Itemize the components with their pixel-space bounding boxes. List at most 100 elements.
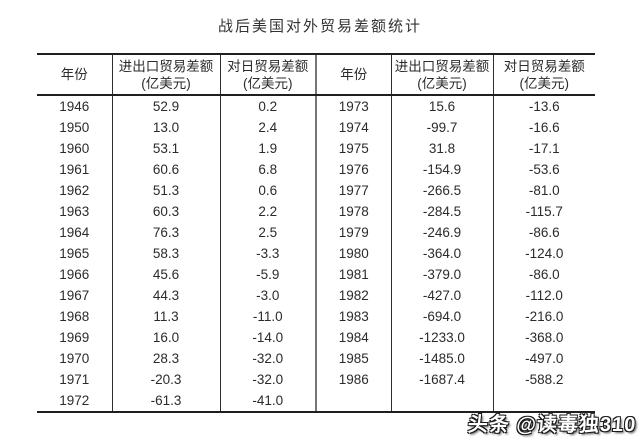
cell-value: -11.0 <box>220 306 317 327</box>
header-unit: (亿美元) <box>141 75 191 91</box>
cell-value: -3.3 <box>220 243 317 264</box>
cell-value: -694.0 <box>391 306 494 327</box>
cell-year: 1980 <box>316 243 392 264</box>
table-row: 1971 -20.3 -32.0 1986 -1687.4 -588.2 <box>37 369 595 390</box>
cell-year: 1969 <box>37 327 113 348</box>
cell-value: -266.5 <box>391 180 494 201</box>
cell-value: 60.6 <box>112 159 221 180</box>
cell-year: 1982 <box>316 285 392 306</box>
cell-value: -112.0 <box>525 288 563 303</box>
cell-year: 1964 <box>37 222 113 243</box>
cell-value: -3.0 <box>220 285 317 306</box>
header-label: 年份 <box>60 67 88 82</box>
cell-value: -32.0 <box>220 369 317 390</box>
header-label: 进出口贸易差额 <box>394 58 490 74</box>
cell-year: 1984 <box>316 327 392 348</box>
cell-value: -14.0 <box>220 327 317 348</box>
cell-value: -81.0 <box>528 183 560 198</box>
header-unit: (亿美元) <box>417 75 467 91</box>
watermark: 头条 @读毒独310 <box>466 414 637 436</box>
cell-year: 1986 <box>316 369 392 390</box>
table-row: 1968 11.3 -11.0 1983 -694.0 -216.0 <box>37 306 595 327</box>
cell-value: 2.2 <box>220 201 317 222</box>
header-japan-balance-right: 对日贸易差额 (亿美元) <box>493 55 595 96</box>
cell-year: 1973 <box>316 95 392 117</box>
cell-value: -427.0 <box>391 285 494 306</box>
cell-year: 1967 <box>37 285 113 306</box>
cell-year: 1979 <box>316 222 392 243</box>
cell-value: -86.0 <box>528 267 560 282</box>
cell-value: 15.6 <box>391 95 494 117</box>
data-table: 年份 进出口贸易差额 (亿美元) 对日贸易差额 (亿美元) 年份 进出口贸易差额… <box>37 55 595 411</box>
cell-year: 1962 <box>37 180 113 201</box>
cell-value: -124.0 <box>525 246 564 261</box>
header-unit: (亿美元) <box>519 75 570 91</box>
cell-year: 1981 <box>316 264 392 285</box>
cell-year: 1976 <box>316 159 392 180</box>
table-row: 1946 52.9 0.2 1973 15.6 -13.6 <box>37 95 595 117</box>
table-row: 1965 58.3 -3.3 1980 -364.0 -124.0 <box>37 243 595 264</box>
table-row: 1961 60.6 6.8 1976 -154.9 -53.6 <box>37 159 595 180</box>
cell-value: 60.3 <box>112 201 221 222</box>
header-label: 对日贸易差额 <box>503 58 585 74</box>
cell-value: -364.0 <box>391 243 494 264</box>
table-row: 1964 76.3 2.5 1979 -246.9 -86.6 <box>37 222 595 243</box>
cell-value: 16.0 <box>112 327 221 348</box>
cell-value: 52.9 <box>112 95 221 117</box>
cell-value: 13.0 <box>112 117 221 138</box>
table-row: 1966 45.6 -5.9 1981 -379.0 -86.0 <box>37 264 595 285</box>
header-row: 年份 进出口贸易差额 (亿美元) 对日贸易差额 (亿美元) 年份 进出口贸易差额… <box>37 55 595 96</box>
cell-value: -154.9 <box>391 159 494 180</box>
cell-value: -86.6 <box>528 225 560 240</box>
cell-value: -379.0 <box>391 264 494 285</box>
cell-year: 1985 <box>316 348 392 369</box>
header-total-balance-right: 进出口贸易差额 (亿美元) <box>391 55 494 96</box>
cell-value: 53.1 <box>112 138 221 159</box>
header-japan-balance-left: 对日贸易差额 (亿美元) <box>220 55 317 96</box>
cell-value: 0.2 <box>220 95 317 117</box>
cell-value: -368.0 <box>525 330 564 345</box>
cell-year: 1961 <box>37 159 113 180</box>
cell-value: 76.3 <box>112 222 221 243</box>
cell-year: 1968 <box>37 306 113 327</box>
table-row: 1963 60.3 2.2 1978 -284.5 -115.7 <box>37 201 595 222</box>
cell-year: 1975 <box>316 138 392 159</box>
cell-value: -246.9 <box>391 222 494 243</box>
cell-year: 1983 <box>316 306 392 327</box>
cell-year: 1974 <box>316 117 392 138</box>
cell-value: 11.3 <box>112 306 221 327</box>
cell-value: 2.4 <box>220 117 317 138</box>
cell-year: 1950 <box>37 117 113 138</box>
cell-value: 45.6 <box>112 264 221 285</box>
cell-value: 2.5 <box>220 222 317 243</box>
cell-year: 1966 <box>37 264 113 285</box>
table-row: 1972 -61.3 -41.0 <box>37 390 595 411</box>
cell-year: 1978 <box>316 201 392 222</box>
cell-value: -284.5 <box>391 201 494 222</box>
cell-year: 1971 <box>37 369 113 390</box>
header-total-balance-left: 进出口贸易差额 (亿美元) <box>112 55 221 96</box>
header-unit: (亿美元) <box>243 75 293 91</box>
cell-value: 51.3 <box>112 180 221 201</box>
cell-year: 1960 <box>37 138 113 159</box>
table-body: 1946 52.9 0.2 1973 15.6 -13.6 1950 13.0 2.4 1974-… <box>37 95 595 411</box>
page-title: 战后美国对外贸易差额统计 <box>217 18 422 35</box>
cell-value: -588.2 <box>525 372 564 387</box>
header-label: 对日贸易差额 <box>227 58 309 74</box>
cell-year: 1946 <box>37 95 113 117</box>
table-row: 1969 16.0 -14.0 1984 -1233.0 -368.0 <box>37 327 595 348</box>
table-row: 1962 51.3 0.6 1977 -266.5 -81.0 <box>37 180 595 201</box>
cell-value: -20.3 <box>112 369 221 390</box>
cell-year: 1963 <box>37 201 113 222</box>
cell-value: -1687.4 <box>391 369 494 390</box>
header-label: 年份 <box>340 67 368 82</box>
table-row: 1967 44.3 -3.0 1982 -427.0 -112.0 <box>37 285 595 306</box>
cell-value: 31.8 <box>391 138 494 159</box>
table-row: 1950 13.0 2.4 1974 -99.7 -16.6 <box>37 117 595 138</box>
cell-value: 6.8 <box>220 159 317 180</box>
cell-year <box>316 390 392 411</box>
cell-value: -497.0 <box>525 351 564 366</box>
cell-value: -13.6 <box>528 99 560 114</box>
cell-year: 1977 <box>316 180 392 201</box>
